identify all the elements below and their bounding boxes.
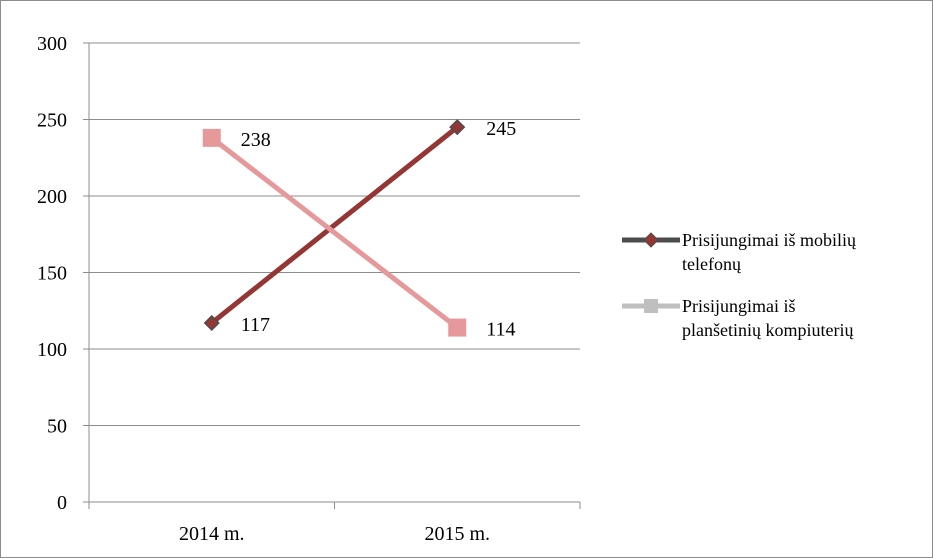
legend-swatch-mobile xyxy=(622,232,680,248)
legend-marker-square-icon xyxy=(644,299,658,313)
y-tick-label-50: 50 xyxy=(47,416,67,438)
legend-entry-tablet: Prisijungimai iš planšetinių kompiuterių xyxy=(622,294,927,342)
data-label-s0-0: 117 xyxy=(241,314,270,336)
x-tick-label-1: 2015 m. xyxy=(424,523,490,545)
legend-marker-diamond-icon xyxy=(643,232,659,248)
legend: Prisijungimai iš mobilių telefonų Prisij… xyxy=(622,228,927,360)
y-tick-label-0: 0 xyxy=(57,492,67,514)
point-s1-0 xyxy=(202,128,221,147)
series-line-0 xyxy=(210,125,459,325)
y-tick-label-100: 100 xyxy=(37,339,67,361)
legend-entry-mobile: Prisijungimai iš mobilių telefonų xyxy=(622,228,927,276)
legend-label-mobile-line2: telefonų xyxy=(682,254,741,274)
point-s0-1 xyxy=(449,119,466,136)
data-label-s1-0: 238 xyxy=(241,129,271,151)
legend-label-tablet-line1: Prisijungimai iš xyxy=(682,296,796,316)
point-s0-0 xyxy=(203,314,220,332)
y-tick-label-200: 200 xyxy=(37,186,67,208)
y-tick-label-300: 300 xyxy=(37,33,67,55)
legend-label-mobile-line1: Prisijungimai iš mobilių xyxy=(682,230,857,250)
y-tick-label-150: 150 xyxy=(37,263,67,285)
y-tick-label-250: 250 xyxy=(37,110,67,132)
legend-label-tablet-line2: planšetinių kompiuterių xyxy=(682,320,854,340)
series-line-1 xyxy=(210,135,459,330)
data-label-s1-1: 114 xyxy=(486,319,515,341)
data-label-s0-1: 245 xyxy=(486,118,516,140)
x-tick-label-0: 2014 m. xyxy=(179,523,245,545)
legend-swatch-tablet xyxy=(622,299,680,313)
point-s1-1 xyxy=(448,318,467,337)
